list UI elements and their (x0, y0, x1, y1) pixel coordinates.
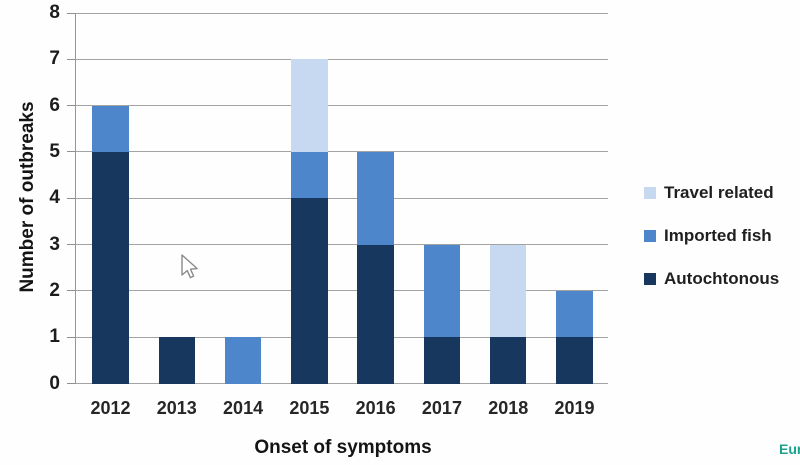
gridline-5 (75, 151, 608, 153)
bar-2014-imported-fish (224, 337, 262, 384)
bar-2017-imported-fish (423, 244, 461, 338)
y-tick-mark-1 (67, 336, 75, 338)
y-tick-label-2: 2 (49, 279, 60, 301)
bar-2012-imported-fish (92, 105, 129, 152)
bar-2018-travel-related (489, 244, 527, 338)
y-tick-label-1: 1 (49, 326, 60, 348)
legend-item-autochtonous: Autochtonous (644, 269, 779, 289)
bar-2013-autochtonous (158, 337, 196, 384)
x-tick-label-2019: 2019 (554, 397, 595, 418)
legend-label-imported-fish: Imported fish (664, 226, 772, 245)
mouse-cursor-icon (181, 254, 198, 279)
y-tick-mark-3 (67, 244, 75, 246)
x-tick-label-2012: 2012 (90, 397, 131, 418)
legend-label-autochtonous: Autochtonous (664, 269, 780, 288)
y-tick-mark-7 (67, 58, 75, 60)
y-tick-label-3: 3 (49, 233, 60, 255)
bar-2019-imported-fish (556, 290, 593, 338)
x-tick-label-2014: 2014 (223, 397, 264, 418)
bar-2015-imported-fish (291, 151, 328, 199)
legend-swatch-icon-imported-fish (644, 230, 656, 242)
y-tick-label-5: 5 (49, 140, 60, 162)
legend-item-imported-fish: Imported fish (644, 226, 779, 246)
gridline-6 (75, 105, 608, 107)
y-tick-mark-8 (67, 12, 75, 14)
gridline-3 (75, 244, 608, 246)
bar-2018-autochtonous (489, 337, 527, 384)
y-tick-mark-4 (67, 197, 75, 199)
legend-item-travel-related: Travel related (644, 183, 779, 203)
y-tick-mark-5 (67, 151, 75, 153)
y-tick-mark-6 (67, 105, 75, 107)
gridline-8 (75, 12, 608, 14)
legend-swatch-icon-autochtonous (644, 273, 656, 285)
bar-2012-autochtonous (92, 151, 129, 384)
legend-swatch-icon-travel-related (644, 187, 656, 199)
bar-2016-autochtonous (357, 244, 394, 384)
x-tick-label-2018: 2018 (488, 397, 529, 418)
y-axis-line (75, 13, 76, 384)
x-tick-label-2013: 2013 (156, 397, 197, 418)
bar-2017-autochtonous (423, 337, 461, 384)
legend: Travel related Imported fish Autochtonous (644, 183, 779, 289)
y-tick-label-7: 7 (49, 48, 60, 70)
x-tick-label-2017: 2017 (421, 397, 462, 418)
y-tick-mark-2 (67, 290, 75, 292)
legend-label-travel-related: Travel related (664, 183, 774, 202)
x-tick-label-2016: 2016 (355, 397, 396, 418)
y-tick-mark-0 (67, 383, 75, 384)
gridline-2 (75, 290, 608, 292)
bar-2015-travel-related (291, 59, 328, 152)
bar-2019-autochtonous (556, 337, 593, 384)
gridline-0 (75, 383, 608, 384)
x-axis-title: Onset of symptoms (254, 437, 432, 458)
bar-2016-imported-fish (357, 151, 394, 245)
gridline-4 (75, 197, 608, 199)
gridline-7 (75, 58, 608, 60)
gridline-1 (75, 336, 608, 338)
y-tick-label-4: 4 (49, 187, 60, 209)
y-axis-title: Number of outbreaks (17, 101, 38, 293)
y-tick-label-8: 8 (49, 2, 60, 23)
watermark-text: Eur (779, 441, 800, 457)
bar-2015-autochtonous (291, 198, 328, 384)
x-tick-label-2015: 2015 (289, 397, 330, 418)
y-tick-label-0: 0 (49, 372, 60, 394)
y-tick-label-6: 6 (49, 94, 60, 116)
